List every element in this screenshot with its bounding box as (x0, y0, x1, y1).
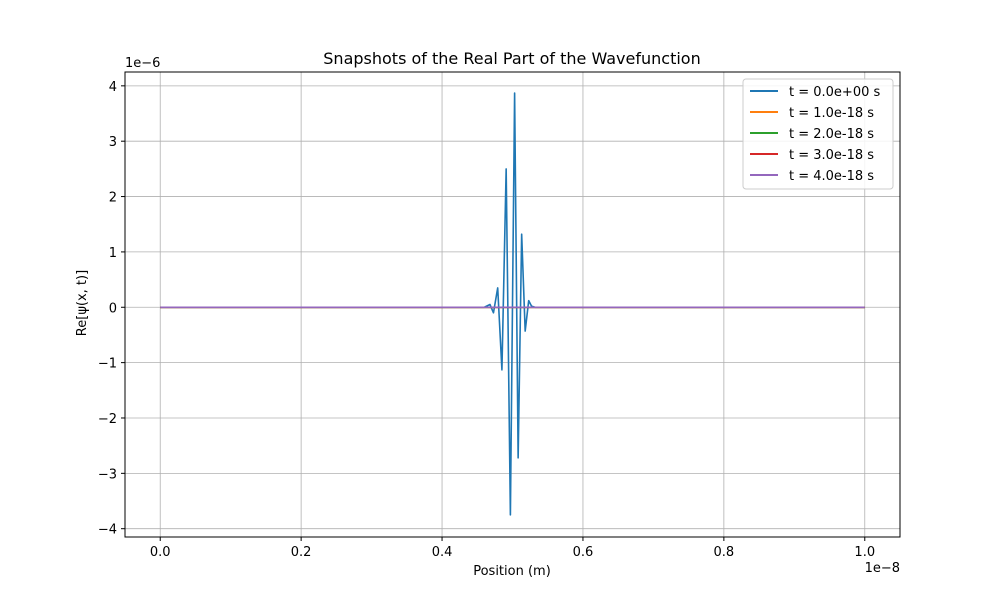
x-axis: 0.0 0.2 0.4 0.6 0.8 1.0 (150, 537, 875, 560)
legend-label-1: t = 0.0e+00 s (789, 85, 880, 100)
x-offset-text: 1e−8 (865, 561, 900, 576)
x-tick-label: 0.0 (150, 545, 171, 560)
plot-frame (124, 71, 901, 538)
x-tick-label: 1.0 (854, 545, 875, 560)
series-layer (160, 92, 865, 516)
y-offset-text: 1e−6 (125, 56, 160, 71)
chart-title: Snapshots of the Real Part of the Wavefu… (323, 49, 700, 68)
y-axis: −4 −3 −2 −1 0 1 2 3 4 (98, 80, 125, 538)
x-tick-label: 0.6 (573, 545, 594, 560)
legend: t = 0.0e+00 s t = 1.0e-18 s t = 2.0e-18 s t… (742, 78, 894, 190)
y-tick-label: 3 (109, 135, 117, 150)
y-tick-label: 1 (109, 246, 117, 261)
y-tick-label: −4 (98, 523, 117, 538)
legend-label-2: t = 1.0e-18 s (789, 106, 874, 121)
legend-items: t = 0.0e+00 s t = 1.0e-18 s t = 2.0e-18 s t… (750, 85, 880, 184)
y-tick-label: −3 (98, 467, 117, 482)
x-tick-label: 0.8 (714, 545, 735, 560)
legend-label-4: t = 3.0e-18 s (789, 148, 874, 163)
legend-label-5: t = 4.0e-18 s (789, 169, 874, 184)
y-tick-label: 2 (109, 191, 117, 206)
legend-label-3: t = 2.0e-18 s (789, 127, 874, 142)
x-tick-label: 0.2 (291, 545, 312, 560)
x-axis-label: Position (m) (473, 564, 551, 579)
legend-box (742, 78, 894, 190)
y-tick-label: 0 (109, 301, 117, 316)
x-tick-label: 0.4 (432, 545, 453, 560)
y-tick-label: −1 (98, 357, 117, 372)
y-tick-label: 4 (109, 80, 117, 95)
y-axis-label: Re[ψ(x, t)] (75, 270, 90, 336)
y-tick-label: −2 (98, 412, 117, 427)
